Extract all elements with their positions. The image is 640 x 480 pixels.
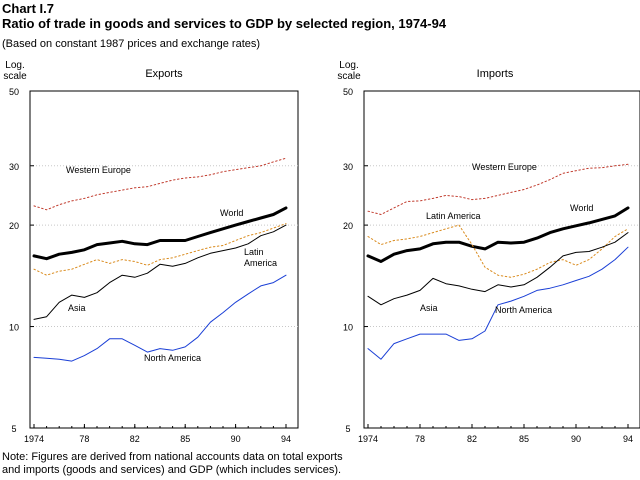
series-label-north-america: North America (144, 353, 201, 363)
series-line-western-europe (33, 157, 287, 211)
note-line-1: Note: Figures are derived from national … (2, 451, 343, 463)
series-label-world: World (220, 208, 243, 218)
x-tick-label: 1974 (24, 434, 44, 444)
plot-frame (363, 90, 640, 429)
chart-number: Chart I.7 (2, 1, 55, 16)
chart-exports: 5 10 20 30 50 1974 78 82 85 90 94 Log.scale Exports W… (3, 60, 299, 444)
y-axis-label-line-1: Log. (5, 60, 24, 71)
panel-title: Imports (477, 68, 514, 80)
series-line-world (366, 206, 630, 263)
series-label-latin-america: America (244, 258, 277, 268)
y-tick-label: 20 (9, 221, 19, 231)
panel-title: Exports (145, 68, 183, 80)
y-axis-label-line-1: Log. (339, 60, 358, 71)
x-tick-label: 90 (231, 434, 241, 444)
series-label-western-europe: Western Europe (472, 162, 537, 172)
y-tick-label: 5 (345, 424, 350, 434)
series-line-western-europe (367, 163, 629, 215)
series-label-north-america: North America (495, 305, 552, 315)
plot-frame (29, 90, 299, 429)
x-tick-label: 78 (79, 434, 89, 444)
y-tick-label: 50 (343, 87, 353, 97)
chart-title: Ratio of trade in goods and services to … (2, 16, 447, 31)
series-line-latin-america (367, 224, 629, 278)
x-tick-label: 82 (467, 434, 477, 444)
y-tick-label: 30 (343, 162, 353, 172)
chart-imports: 5 10 20 30 50 1974 78 82 85 90 94 Log.scale Imports W… (337, 60, 640, 444)
series-line-asia (367, 232, 629, 306)
x-tick-label: 85 (519, 434, 529, 444)
y-tick-label: 30 (9, 162, 19, 172)
y-tick-label: 50 (9, 87, 19, 97)
x-tick-label: 1974 (358, 434, 378, 444)
y-axis-label-line-2: scale (337, 71, 361, 82)
x-tick-label: 94 (623, 434, 633, 444)
x-tick-label: 90 (571, 434, 581, 444)
note-line-2: and imports (goods and services) and GDP… (2, 464, 342, 476)
series-label-latin-america: Latin (244, 247, 264, 257)
y-tick-label: 20 (343, 221, 353, 231)
y-tick-label: 10 (9, 323, 19, 333)
series-label-latin-america: Latin America (426, 211, 481, 221)
y-axis-label-line-2: scale (3, 71, 27, 82)
series-line-asia (33, 224, 287, 320)
series-line-latin-america (33, 223, 287, 276)
x-tick-label: 82 (130, 434, 140, 444)
x-tick-label: 85 (180, 434, 190, 444)
x-tick-label: 94 (281, 434, 291, 444)
series-label-world: World (570, 203, 593, 213)
y-tick-label: 5 (11, 424, 16, 434)
series-line-north-america (33, 274, 287, 362)
series-line-north-america (367, 246, 629, 360)
series-label-asia: Asia (68, 303, 86, 313)
series-label-asia: Asia (420, 303, 438, 313)
series-line-world (32, 206, 288, 261)
series-label-western-europe: Western Europe (66, 165, 131, 175)
y-tick-label: 10 (343, 323, 353, 333)
x-tick-label: 78 (415, 434, 425, 444)
chart-subtitle: (Based on constant 1987 prices and excha… (2, 38, 261, 50)
